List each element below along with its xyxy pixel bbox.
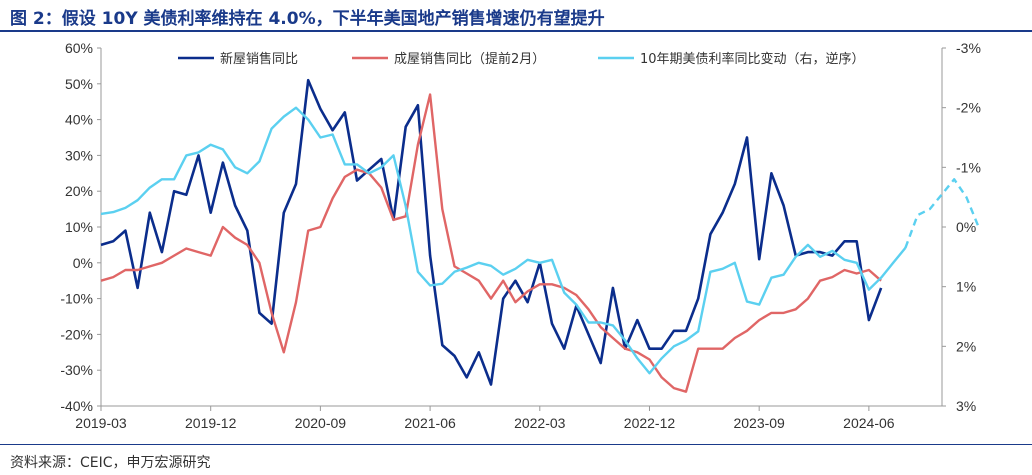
right-y-tick-label: 0% — [956, 219, 976, 235]
series-line-2 — [100, 93, 882, 393]
left-y-tick-label: 20% — [65, 183, 93, 199]
x-tick-label: 2024-06 — [843, 415, 895, 431]
footer-divider — [0, 444, 1032, 445]
right-y-tick-label: 2% — [956, 338, 976, 354]
left-y-tick-label: -10% — [60, 291, 93, 307]
left-y-tick-label: 40% — [65, 112, 93, 128]
left-y-tick-label: 60% — [65, 40, 93, 56]
x-tick-label: 2021-06 — [404, 415, 456, 431]
x-tick-label: 2020-09 — [295, 415, 347, 431]
source-note: 资料来源：CEIC，申万宏源研究 — [10, 455, 211, 471]
right-y-tick-label: -3% — [956, 40, 981, 56]
x-tick-label: 2022-12 — [624, 415, 676, 431]
x-tick-label: 2019-12 — [185, 415, 237, 431]
left-y-tick-label: 0% — [73, 255, 93, 271]
left-y-tick-label: 50% — [65, 76, 93, 92]
series-line-1 — [100, 78, 883, 386]
left-y-tick-label: -30% — [60, 362, 93, 378]
series-line-3 — [100, 106, 907, 375]
right-y-tick-label: 1% — [956, 279, 976, 295]
chart-title: 图 2：假设 10Y 美债利率维持在 4.0%，下半年美国地产销售增速仍有望提升 — [10, 9, 605, 29]
x-tick-label: 2019-03 — [75, 415, 127, 431]
left-y-tick-label: -20% — [60, 326, 93, 342]
line-chart: 60% 50% 40% 30% 20% 10% 0% -10% -20% -30% -40% -3% -… — [60, 40, 981, 431]
legend-label-3: 10年期美债利率同比变动（右，逆序） — [640, 51, 865, 67]
right-y-tick-label: -1% — [956, 159, 981, 175]
right-y-tick-label: -2% — [956, 100, 981, 116]
left-y-tick-label: 10% — [65, 219, 93, 235]
series-line-4 — [904, 178, 980, 249]
x-tick-label: 2023-09 — [733, 415, 785, 431]
legend-label-2: 成屋销售同比（提前2月） — [394, 51, 545, 67]
left-y-tick-label: -40% — [60, 398, 93, 414]
x-tick-label: 2022-03 — [514, 415, 566, 431]
legend-label-1: 新屋销售同比 — [220, 51, 298, 67]
title-divider — [0, 30, 1032, 32]
left-y-tick-label: 30% — [65, 147, 93, 163]
right-y-tick-label: 3% — [956, 398, 976, 414]
